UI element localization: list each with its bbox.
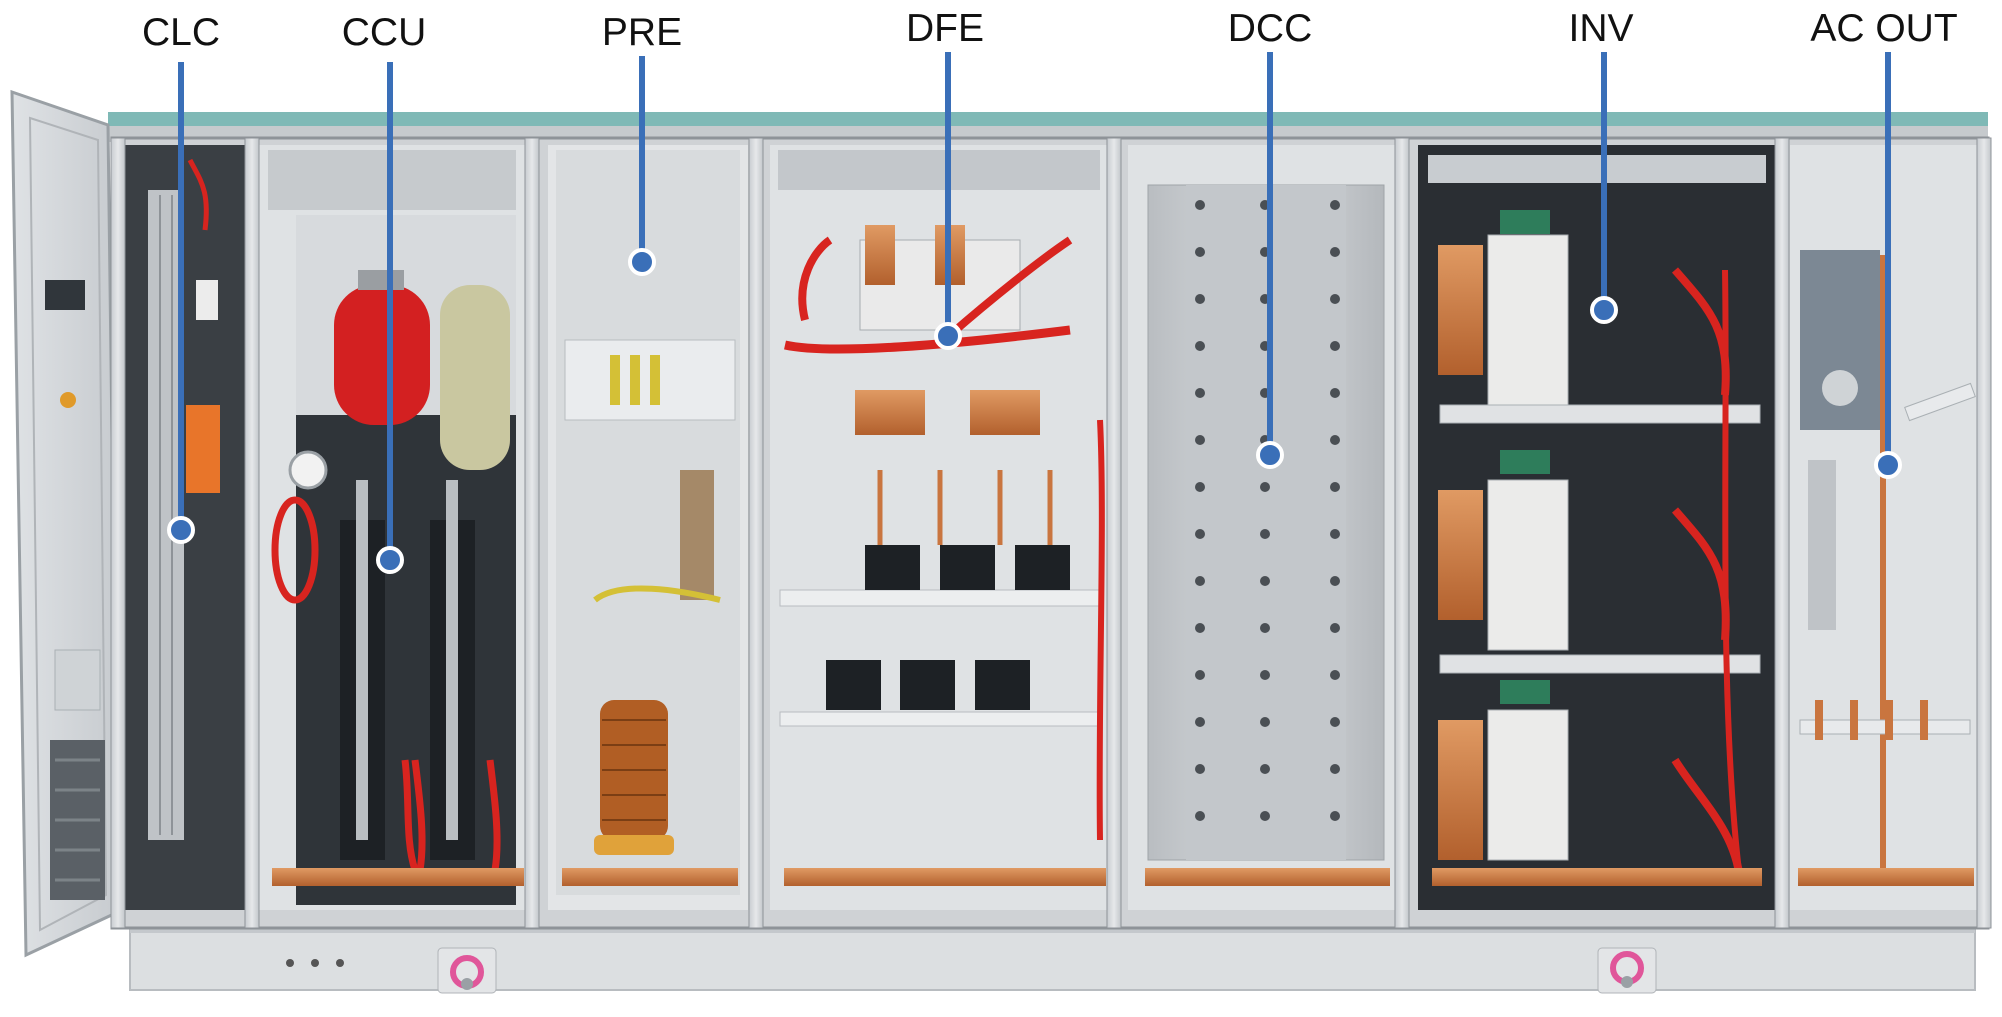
callout-dot (628, 248, 656, 276)
frame-post (1774, 137, 1790, 929)
dcc-bolt (1195, 811, 1205, 821)
label-pre: PRE (602, 11, 682, 54)
earth-busbars (272, 868, 1974, 886)
callouts (167, 52, 1902, 574)
dcc-bolt (1330, 670, 1340, 680)
dcc-bolt (1195, 435, 1205, 445)
earth-busbar (272, 868, 524, 886)
dcc-bolt (1195, 576, 1205, 586)
frame-post (1394, 137, 1410, 929)
dcc-bolt (1195, 764, 1205, 774)
frame-post (244, 137, 260, 929)
frame-posts (110, 137, 1992, 929)
label-ccu: CCU (342, 11, 427, 54)
earth-busbar (784, 868, 1106, 886)
dcc-bolt (1195, 623, 1205, 633)
dcc-bolt (1330, 341, 1340, 351)
label-inv: INV (1568, 7, 1633, 50)
dcc-bolt (1330, 482, 1340, 492)
dcc-bolt (1260, 811, 1270, 821)
dcc-bolt (1330, 764, 1340, 774)
section-dcc (1128, 145, 1396, 910)
label-dcc: DCC (1228, 7, 1313, 50)
earth-busbar (1145, 868, 1390, 886)
earth-busbar (1798, 868, 1974, 886)
dcc-bolt (1260, 670, 1270, 680)
dcc-bolt (1330, 200, 1340, 210)
cabinet-roof (108, 112, 1988, 126)
callout-dot (1256, 441, 1284, 469)
callout-dot (934, 322, 962, 350)
dcc-bolt (1195, 388, 1205, 398)
dcc-bolt (1330, 529, 1340, 539)
cabinet-base (129, 924, 1976, 994)
dcc-bolt (1195, 294, 1205, 304)
callout-dot (1874, 451, 1902, 479)
label-clc: CLC (142, 11, 220, 54)
dcc-bolt (1330, 623, 1340, 633)
dcc-bolt (1195, 200, 1205, 210)
section-inv (1418, 145, 1776, 910)
dcc-bolt (1330, 576, 1340, 586)
frame-post (1106, 137, 1122, 929)
dcc-bolt (1195, 717, 1205, 727)
dcc-bolt (1330, 388, 1340, 398)
callout-dot (167, 516, 195, 544)
frame-post (524, 137, 540, 929)
frame-post (1976, 137, 1992, 929)
earth-busbar (1432, 868, 1762, 886)
callout-dot (1590, 296, 1618, 324)
frame-post (748, 137, 764, 929)
dcc-bolt (1260, 482, 1270, 492)
lifting-handle-left (437, 947, 497, 994)
dcc-bolt (1195, 670, 1205, 680)
label-dfe: DFE (906, 7, 984, 50)
dcc-bolt (1330, 435, 1340, 445)
section-dfe (770, 145, 1108, 910)
dcc-bolt (1195, 529, 1205, 539)
frame-post (110, 137, 126, 929)
earth-busbar (562, 868, 738, 886)
dcc-bolt (1260, 623, 1270, 633)
dcc-bolt (1260, 764, 1270, 774)
dcc-bolt (1260, 717, 1270, 727)
dcc-bolt (1330, 717, 1340, 727)
dcc-bolt (1195, 482, 1205, 492)
dcc-bolt (1195, 247, 1205, 257)
lifting-handle-right (1597, 947, 1657, 994)
dcc-bolt (1330, 811, 1340, 821)
label-ac-out: AC OUT (1810, 7, 1957, 50)
open-door (10, 89, 120, 958)
callout-dot (376, 546, 404, 574)
dcc-bolt (1330, 247, 1340, 257)
dcc-bolt (1195, 341, 1205, 351)
dcc-bolt (1330, 294, 1340, 304)
dcc-bolt (1260, 529, 1270, 539)
dcc-bolt (1260, 576, 1270, 586)
